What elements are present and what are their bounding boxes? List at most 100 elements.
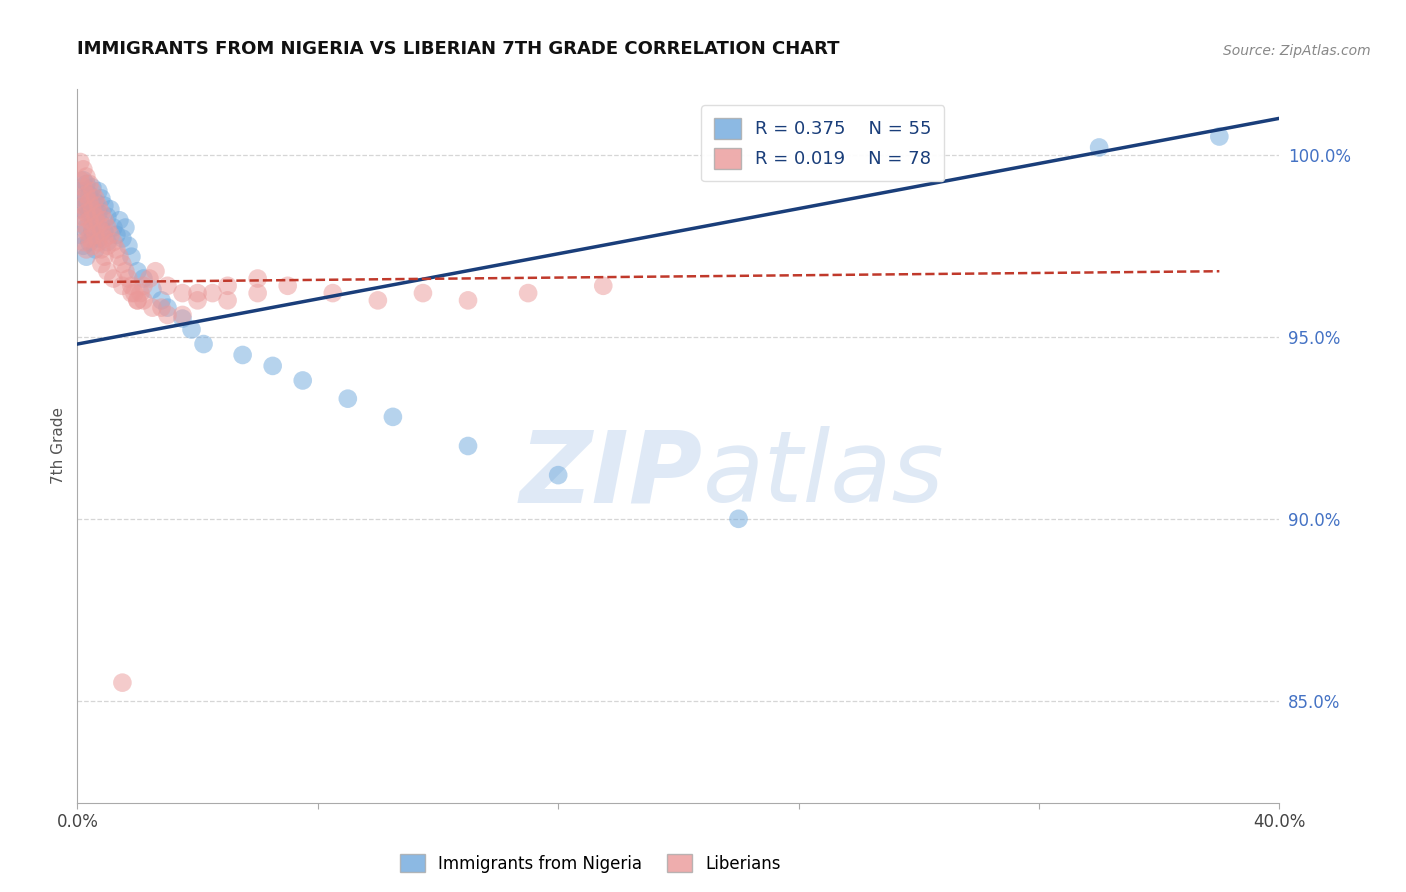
Point [127, 264, 149, 278]
Point [75, 206, 97, 220]
Point [69, 202, 91, 217]
Point [69, 210, 91, 224]
Point [117, 271, 139, 285]
Point [457, 439, 479, 453]
Point [246, 286, 269, 301]
Point [1088, 140, 1111, 154]
Point [82, 184, 104, 198]
Point [141, 301, 163, 315]
Point [79, 187, 101, 202]
Point [105, 227, 128, 242]
Point [79, 177, 101, 191]
Point [129, 286, 152, 301]
Point [100, 202, 122, 217]
Point [69, 227, 91, 242]
Point [72, 239, 94, 253]
Point [84, 227, 107, 242]
Point [75, 220, 97, 235]
Point [145, 264, 167, 278]
Point [547, 468, 569, 483]
Point [82, 202, 104, 217]
Point [84, 210, 107, 224]
Point [72, 199, 94, 213]
Point [69, 173, 91, 187]
Point [87, 206, 110, 220]
Point [93, 250, 115, 264]
Point [457, 293, 479, 308]
Point [187, 286, 209, 301]
Point [75, 169, 97, 184]
Point [120, 278, 142, 293]
Point [127, 293, 149, 308]
Point [138, 271, 160, 285]
Point [90, 191, 112, 205]
Point [172, 286, 194, 301]
Point [108, 250, 131, 264]
Point [132, 278, 155, 293]
Point [75, 177, 97, 191]
Point [1208, 129, 1230, 144]
Point [72, 235, 94, 249]
Point [100, 227, 122, 242]
Point [111, 231, 134, 245]
Point [232, 348, 254, 362]
Point [105, 243, 128, 257]
Point [103, 220, 125, 235]
Point [75, 243, 97, 257]
Point [87, 199, 110, 213]
Text: atlas: atlas [703, 426, 943, 523]
Point [79, 231, 101, 245]
Point [72, 191, 94, 205]
Point [132, 271, 155, 285]
Point [336, 392, 359, 406]
Point [156, 301, 179, 315]
Point [114, 264, 136, 278]
Point [87, 217, 110, 231]
Point [96, 239, 118, 253]
Point [72, 217, 94, 231]
Point [69, 155, 91, 169]
Text: ZIP: ZIP [519, 426, 703, 523]
Legend: R = 0.375    N = 55, R = 0.019    N = 78: R = 0.375 N = 55, R = 0.019 N = 78 [702, 105, 945, 181]
Text: Source: ZipAtlas.com: Source: ZipAtlas.com [1223, 44, 1371, 58]
Point [727, 512, 749, 526]
Point [96, 235, 118, 249]
Point [82, 180, 104, 194]
Point [120, 286, 142, 301]
Point [187, 293, 209, 308]
Point [291, 374, 314, 388]
Point [82, 224, 104, 238]
Point [117, 239, 139, 253]
Point [111, 257, 134, 271]
Point [93, 199, 115, 213]
Point [367, 293, 389, 308]
Legend: Immigrants from Nigeria, Liberians: Immigrants from Nigeria, Liberians [394, 847, 787, 880]
Point [96, 220, 118, 235]
Point [246, 271, 269, 285]
Point [72, 180, 94, 194]
Point [592, 278, 614, 293]
Point [79, 235, 101, 249]
Point [90, 206, 112, 220]
Point [69, 191, 91, 205]
Point [217, 278, 239, 293]
Point [127, 293, 149, 308]
Point [93, 231, 115, 245]
Point [124, 286, 146, 301]
Point [75, 199, 97, 213]
Point [90, 243, 112, 257]
Point [96, 264, 118, 278]
Point [111, 278, 134, 293]
Point [322, 286, 344, 301]
Point [193, 337, 215, 351]
Point [87, 184, 110, 198]
Point [517, 286, 540, 301]
Point [172, 308, 194, 322]
Point [201, 286, 224, 301]
Point [150, 301, 173, 315]
Point [103, 271, 125, 285]
Point [90, 217, 112, 231]
Point [217, 293, 239, 308]
Point [103, 235, 125, 249]
Point [141, 282, 163, 296]
